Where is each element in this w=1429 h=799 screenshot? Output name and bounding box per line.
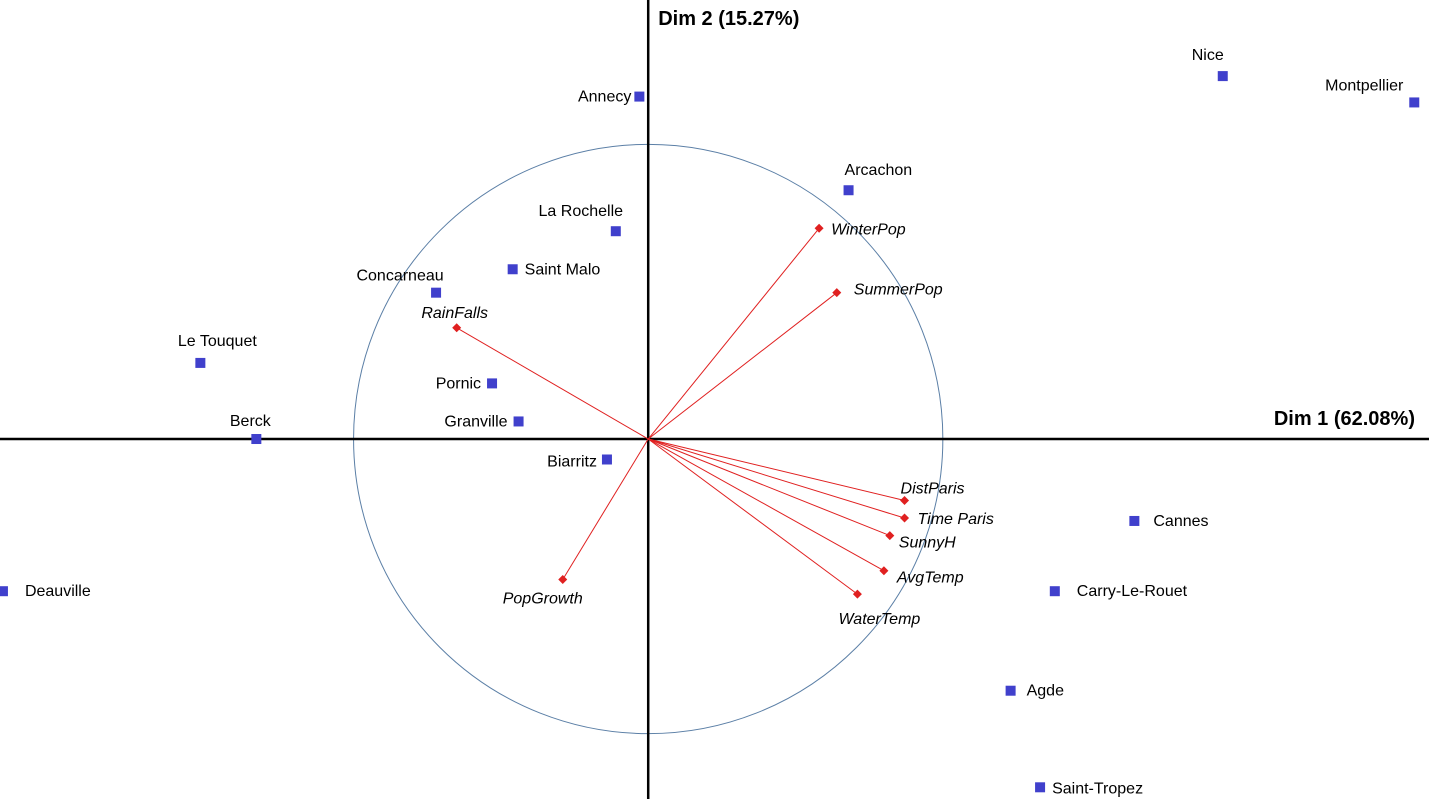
observation-point-carry-le-rouet — [1049, 586, 1060, 597]
variable-label-time-paris: Time Paris — [918, 511, 994, 528]
observation-point-pornic — [487, 378, 498, 389]
variable-label-rainfalls: RainFalls — [421, 305, 488, 322]
variable-label-watertemp: WaterTemp — [838, 611, 920, 628]
variable-line-distparis — [648, 438, 905, 501]
variable-line-winterpop — [647, 227, 820, 440]
observation-label-la-rochelle: La Rochelle — [539, 203, 624, 220]
y-axis-title: Dim 2 (15.27%) — [658, 8, 799, 30]
observation-label-biarritz: Biarritz — [547, 453, 597, 470]
observation-point-nice — [1217, 71, 1228, 82]
variable-line-popgrowth — [562, 438, 649, 580]
observation-label-montpellier: Montpellier — [1325, 77, 1404, 94]
variable-point-avgtemp — [879, 566, 889, 576]
variable-label-avgtemp: AvgTemp — [896, 570, 964, 587]
observation-label-arcachon: Arcachon — [845, 162, 913, 179]
observation-point-le-touquet — [195, 357, 206, 368]
observation-label-pornic: Pornic — [436, 375, 481, 392]
variable-point-time-paris — [900, 513, 910, 523]
variable-point-summerpop — [832, 288, 842, 298]
observation-point-saint-tropez — [1035, 782, 1046, 793]
observation-point-cannes — [1129, 515, 1140, 526]
observations-layer: Annecy Nice Montpellier Arcachon La Rochelle… — [0, 47, 1420, 797]
observation-point-biarritz — [601, 454, 612, 465]
variable-label-distparis: DistParis — [901, 480, 965, 497]
observation-label-nice: Nice — [1192, 47, 1224, 64]
variable-point-rainfalls — [452, 323, 462, 333]
observation-label-annecy: Annecy — [578, 89, 631, 106]
x-axis-title: Dim 1 (62.08%) — [1274, 408, 1415, 430]
variable-label-sunnyh: SunnyH — [899, 535, 956, 552]
variable-line-summerpop — [647, 292, 838, 440]
variables-layer: WinterPop SummerPop RainFalls DistParis Time… — [421, 221, 994, 628]
observation-label-saint-tropez: Saint-Tropez — [1052, 780, 1143, 797]
observation-point-deauville — [0, 586, 8, 597]
variable-point-winterpop — [814, 223, 824, 233]
variable-point-sunnyh — [885, 531, 895, 541]
observation-point-concarneau — [431, 287, 442, 298]
variable-line-watertemp — [647, 438, 858, 595]
variable-label-summerpop: SummerPop — [854, 282, 943, 299]
observation-point-granville — [513, 416, 524, 427]
variable-line-time-paris — [648, 438, 905, 519]
variable-point-distparis — [900, 495, 910, 505]
variable-line-sunnyh — [648, 438, 890, 537]
variable-label-winterpop: WinterPop — [831, 221, 906, 238]
variable-line-avgtemp — [647, 438, 885, 572]
observation-label-cannes: Cannes — [1153, 513, 1208, 530]
variable-point-popgrowth — [558, 574, 568, 584]
observation-label-concarneau: Concarneau — [356, 268, 443, 285]
observation-point-arcachon — [843, 185, 854, 196]
observation-point-berck — [251, 434, 262, 445]
observation-label-deauville: Deauville — [25, 583, 91, 600]
observation-label-saint-malo: Saint Malo — [525, 261, 601, 278]
observation-point-saint-malo — [507, 264, 518, 275]
observation-label-berck: Berck — [230, 413, 272, 430]
observation-point-montpellier — [1409, 97, 1420, 108]
observation-point-la-rochelle — [610, 226, 621, 237]
observation-label-granville: Granville — [444, 413, 507, 430]
variable-point-watertemp — [852, 589, 862, 599]
variable-line-rainfalls — [456, 327, 649, 440]
observation-label-carry-le-rouet: Carry-Le-Rouet — [1077, 583, 1188, 600]
variable-label-popgrowth: PopGrowth — [503, 590, 583, 607]
observation-label-agde: Agde — [1027, 683, 1064, 700]
observation-label-le-touquet: Le Touquet — [178, 333, 257, 350]
observation-point-agde — [1005, 685, 1016, 696]
observation-point-annecy — [634, 91, 645, 102]
